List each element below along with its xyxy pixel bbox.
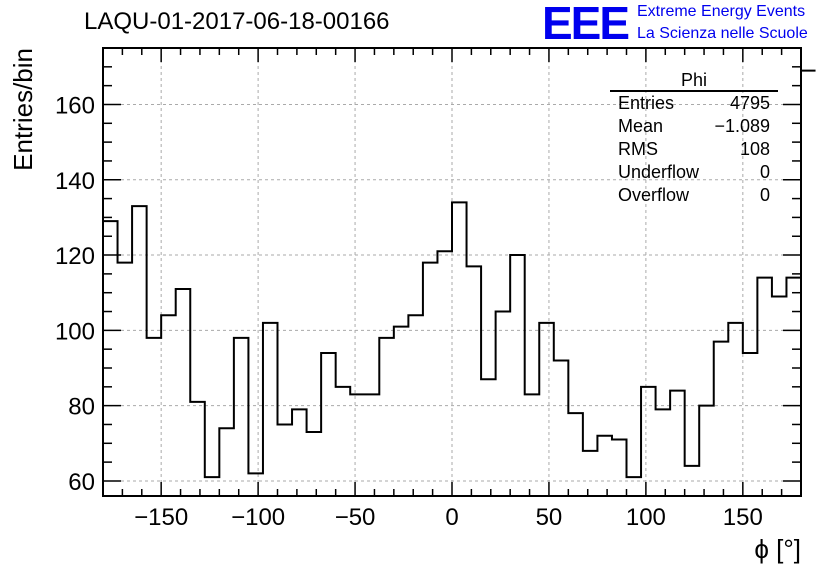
x-tick-label: −100 (231, 504, 285, 531)
stats-value: −1.089 (714, 116, 770, 136)
stats-label: Overflow (618, 185, 690, 205)
eee-logo: EEE (542, 0, 630, 49)
y-tick-label: 80 (68, 394, 95, 421)
chart-title: LAQU-01-2017-06-18-00166 (84, 8, 390, 35)
logo-caption-line1: Extreme Energy Events (637, 3, 806, 20)
logo-caption-line2: La Scienza nelle Scuole (637, 25, 808, 42)
stats-value: 4795 (729, 93, 770, 113)
stats-label: Underflow (618, 162, 700, 182)
x-axis-label: ϕ [°] (754, 534, 801, 564)
tick-labels: −150 −100 −50 0 50 100 150 60 80 100 120 140 160 (55, 92, 763, 531)
histogram-series (103, 69, 816, 479)
stats-label: Entries (618, 93, 675, 113)
stats-row: Mean −1.089 (610, 115, 778, 138)
stats-row: Underflow 0 (610, 161, 778, 184)
stats-value: 108 (739, 139, 770, 159)
x-tick-label: 150 (723, 504, 763, 531)
y-tick-label: 140 (55, 168, 95, 195)
stats-label: Mean (618, 116, 664, 136)
grid-lines (103, 48, 801, 496)
x-tick-label: −50 (335, 504, 376, 531)
stats-title: Phi (610, 70, 778, 92)
stats-value: 0 (759, 185, 770, 205)
stats-row: Entries 4795 (610, 92, 778, 115)
stats-box: Phi Entries 4795 Mean −1.089 RMS 108 Und… (610, 70, 778, 207)
x-tick-label: 0 (445, 504, 458, 531)
x-tick-label: −150 (134, 504, 188, 531)
x-tick-label: 50 (536, 504, 563, 531)
y-axis-label: Entries/bin (8, 48, 38, 171)
stats-value: 0 (759, 162, 770, 182)
y-tick-label: 120 (55, 243, 95, 270)
y-tick-label: 160 (55, 92, 95, 119)
stats-label: RMS (618, 139, 658, 159)
y-tick-label: 100 (55, 318, 95, 345)
x-tick-label: 100 (626, 504, 666, 531)
axis-ticks (102, 47, 802, 496)
stats-row: RMS 108 (610, 138, 778, 161)
y-tick-label: 60 (68, 469, 95, 496)
stats-row: Overflow 0 (610, 184, 778, 207)
